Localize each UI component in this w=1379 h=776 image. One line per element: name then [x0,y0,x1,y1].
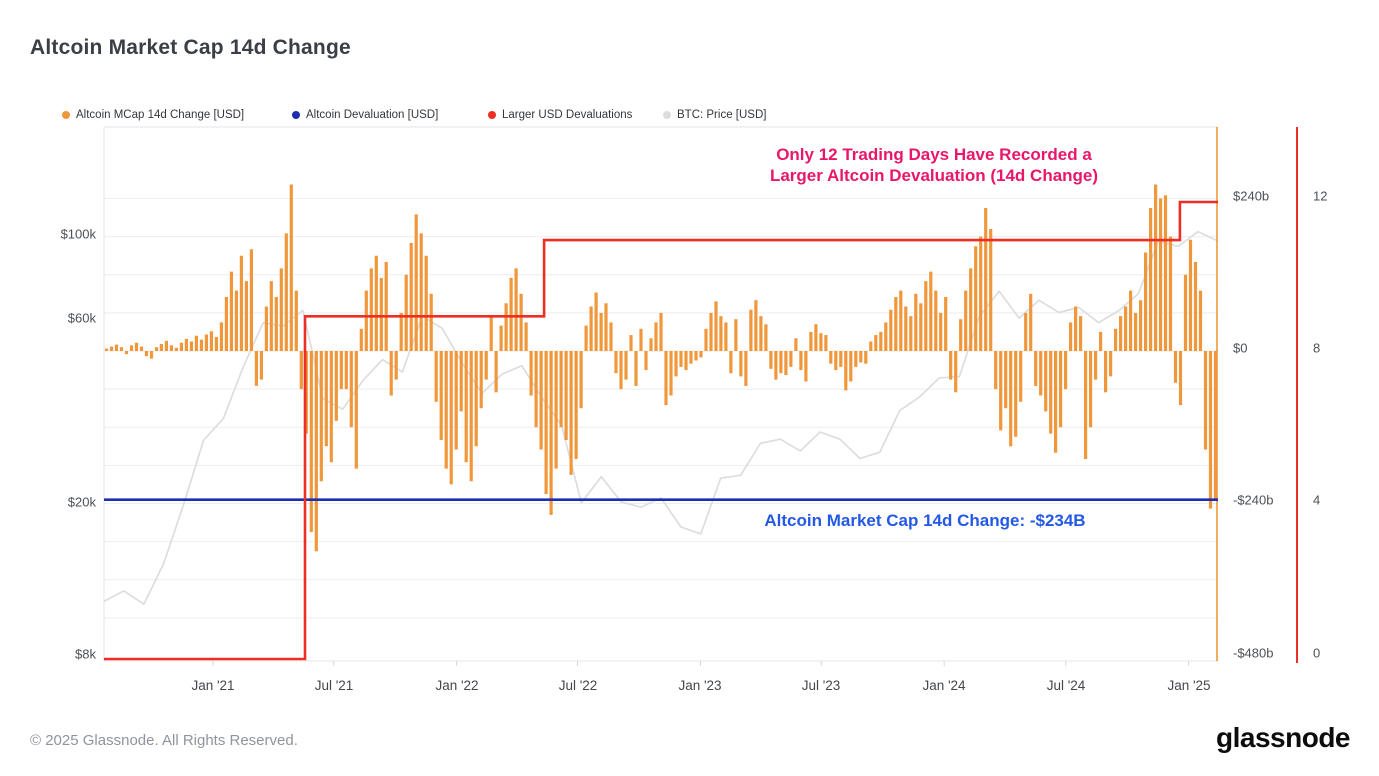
legend-item-altcoin-mcap[interactable]: Altcoin MCap 14d Change [USD] [62,108,244,122]
orange-dot-icon [62,111,70,119]
right-usd-axis-tick-neg240b: -$240b [1233,492,1274,508]
red-dot-icon [488,111,496,119]
left-axis-tick-60k: $60k [67,310,96,326]
x-axis-tick-jan21: Jan '21 [191,678,235,693]
legend-item-larger-devaluations[interactable]: Larger USD Devaluations [488,108,632,122]
x-axis-tick-jan22: Jan '22 [435,678,479,693]
legend-item-btc-price[interactable]: BTC: Price [USD] [663,108,766,122]
blue-dot-icon [292,111,300,119]
right-usd-axis-tick-0: $0 [1233,340,1248,356]
glassnode-logo[interactable]: glassnode [1216,722,1350,753]
x-axis-tick-jan24: Jan '24 [922,678,966,693]
legend-label: Altcoin MCap 14d Change [USD] [76,109,245,121]
x-axis-tick-jul24: Jul '24 [1046,678,1086,693]
copyright-text: © 2025 Glassnode. All Rights Reserved. [30,732,298,749]
x-axis-tick-jul22: Jul '22 [558,678,598,693]
x-axis-tick-jan25: Jan '25 [1167,678,1211,693]
gray-dot-icon [663,111,671,119]
x-axis-tick-jul23: Jul '23 [801,678,841,693]
left-axis-tick-100k: $100k [60,226,96,242]
count-axis-tick-4: 4 [1313,492,1321,508]
legend-label: BTC: Price [USD] [677,109,767,121]
x-axis-tick-jan23: Jan '23 [678,678,722,693]
legend-label: Larger USD Devaluations [502,109,633,121]
legend-item-altcoin-devaluation[interactable]: Altcoin Devaluation [USD] [292,108,438,122]
annotation-larger-devaluations: Only 12 Trading Days Have Recorded a Lar… [769,145,1099,185]
right-usd-axis-tick-240b: $240b [1233,188,1270,204]
count-axis-tick-8: 8 [1313,340,1321,356]
count-axis-tick-0: 0 [1313,645,1321,661]
page-title: Altcoin Market Cap 14d Change [30,36,351,59]
left-axis-tick-20k: $20k [67,494,96,510]
left-axis-tick-8k: $8k [75,646,96,662]
x-axis-tick-jul21: Jul '21 [314,678,354,693]
legend-label: Altcoin Devaluation [USD] [306,109,439,121]
annotation-current-change: Altcoin Market Cap 14d Change: -$234B [764,511,1086,530]
count-axis-tick-12: 12 [1313,188,1328,204]
right-usd-axis-tick-neg480b: -$480b [1233,645,1274,661]
